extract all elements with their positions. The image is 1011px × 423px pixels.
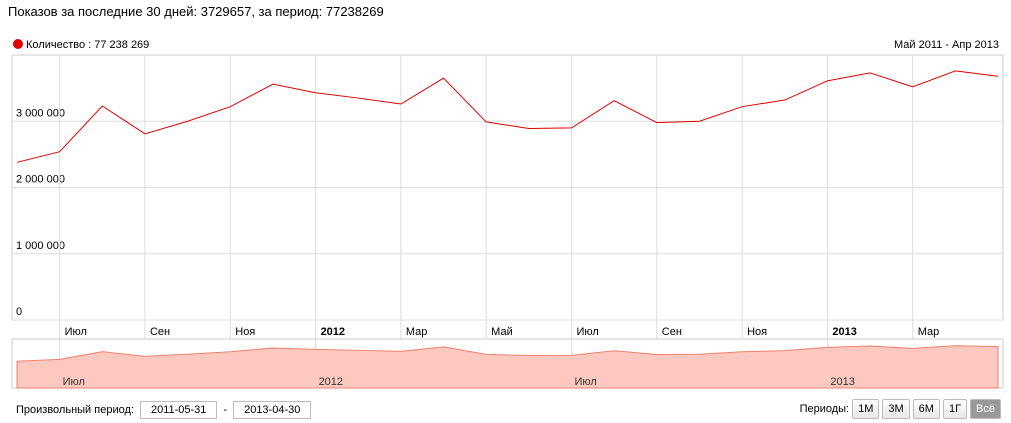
- period-button[interactable]: 1Г: [942, 399, 968, 419]
- summary: Показов за последние 30 дней: 3729657, з…: [8, 4, 384, 19]
- y-tick-label: 1 000 000: [16, 240, 65, 252]
- navigator-area: [16, 345, 999, 389]
- subtitle: Май 2011 - Апр 2013: [894, 39, 999, 51]
- y-tick-label: 2 000 000: [16, 174, 65, 186]
- navigator-label: 2013: [830, 376, 854, 388]
- custom-period: Произвольный период: 2011-05-31 - 2013-0…: [16, 400, 312, 420]
- x-tick-label: Мар: [918, 326, 940, 338]
- period-button[interactable]: 3М: [882, 399, 910, 419]
- date-separator: -: [223, 404, 228, 416]
- x-tick-label: Сен: [662, 326, 682, 338]
- x-tick-label: Сен: [150, 326, 170, 338]
- legend-label: Количество : 77 238 269: [26, 39, 149, 51]
- x-tick-label: Июл: [65, 326, 87, 338]
- y-tick-label: 3 000 000: [16, 107, 65, 119]
- date-to[interactable]: 2013-04-30: [233, 401, 312, 419]
- y-tick-label: 0: [16, 306, 22, 318]
- x-tick-label: Ноя: [235, 326, 255, 338]
- x-tick-label: 2013: [832, 326, 856, 338]
- navigator-label: 2012: [319, 376, 343, 388]
- period-button[interactable]: 1М: [852, 399, 880, 419]
- x-tick-label: Мар: [406, 326, 428, 338]
- date-from[interactable]: 2011-05-31: [139, 401, 218, 419]
- navigator-label: Июл: [63, 376, 85, 388]
- period-button[interactable]: Всё: [970, 399, 1001, 419]
- chart: 0 1 000 000 2 000 000 3 000 000 Июл Сен Ноя 201…: [11, 39, 1004, 389]
- x-tick-label: Июл: [576, 326, 598, 338]
- legend-marker: [13, 39, 23, 49]
- periods: Периоды: 1М 3М 6М 1Г Всё: [800, 399, 1001, 419]
- periods-label: Периоды:: [799, 403, 850, 415]
- x-tick-label: 2012: [321, 326, 345, 338]
- navigator-label: Июл: [574, 376, 596, 388]
- period-button[interactable]: 6М: [912, 399, 940, 419]
- series-line: [16, 70, 999, 163]
- x-tick-label: Май: [491, 326, 513, 338]
- x-tick-label: Ноя: [747, 326, 767, 338]
- period-label: Произвольный период:: [16, 404, 134, 416]
